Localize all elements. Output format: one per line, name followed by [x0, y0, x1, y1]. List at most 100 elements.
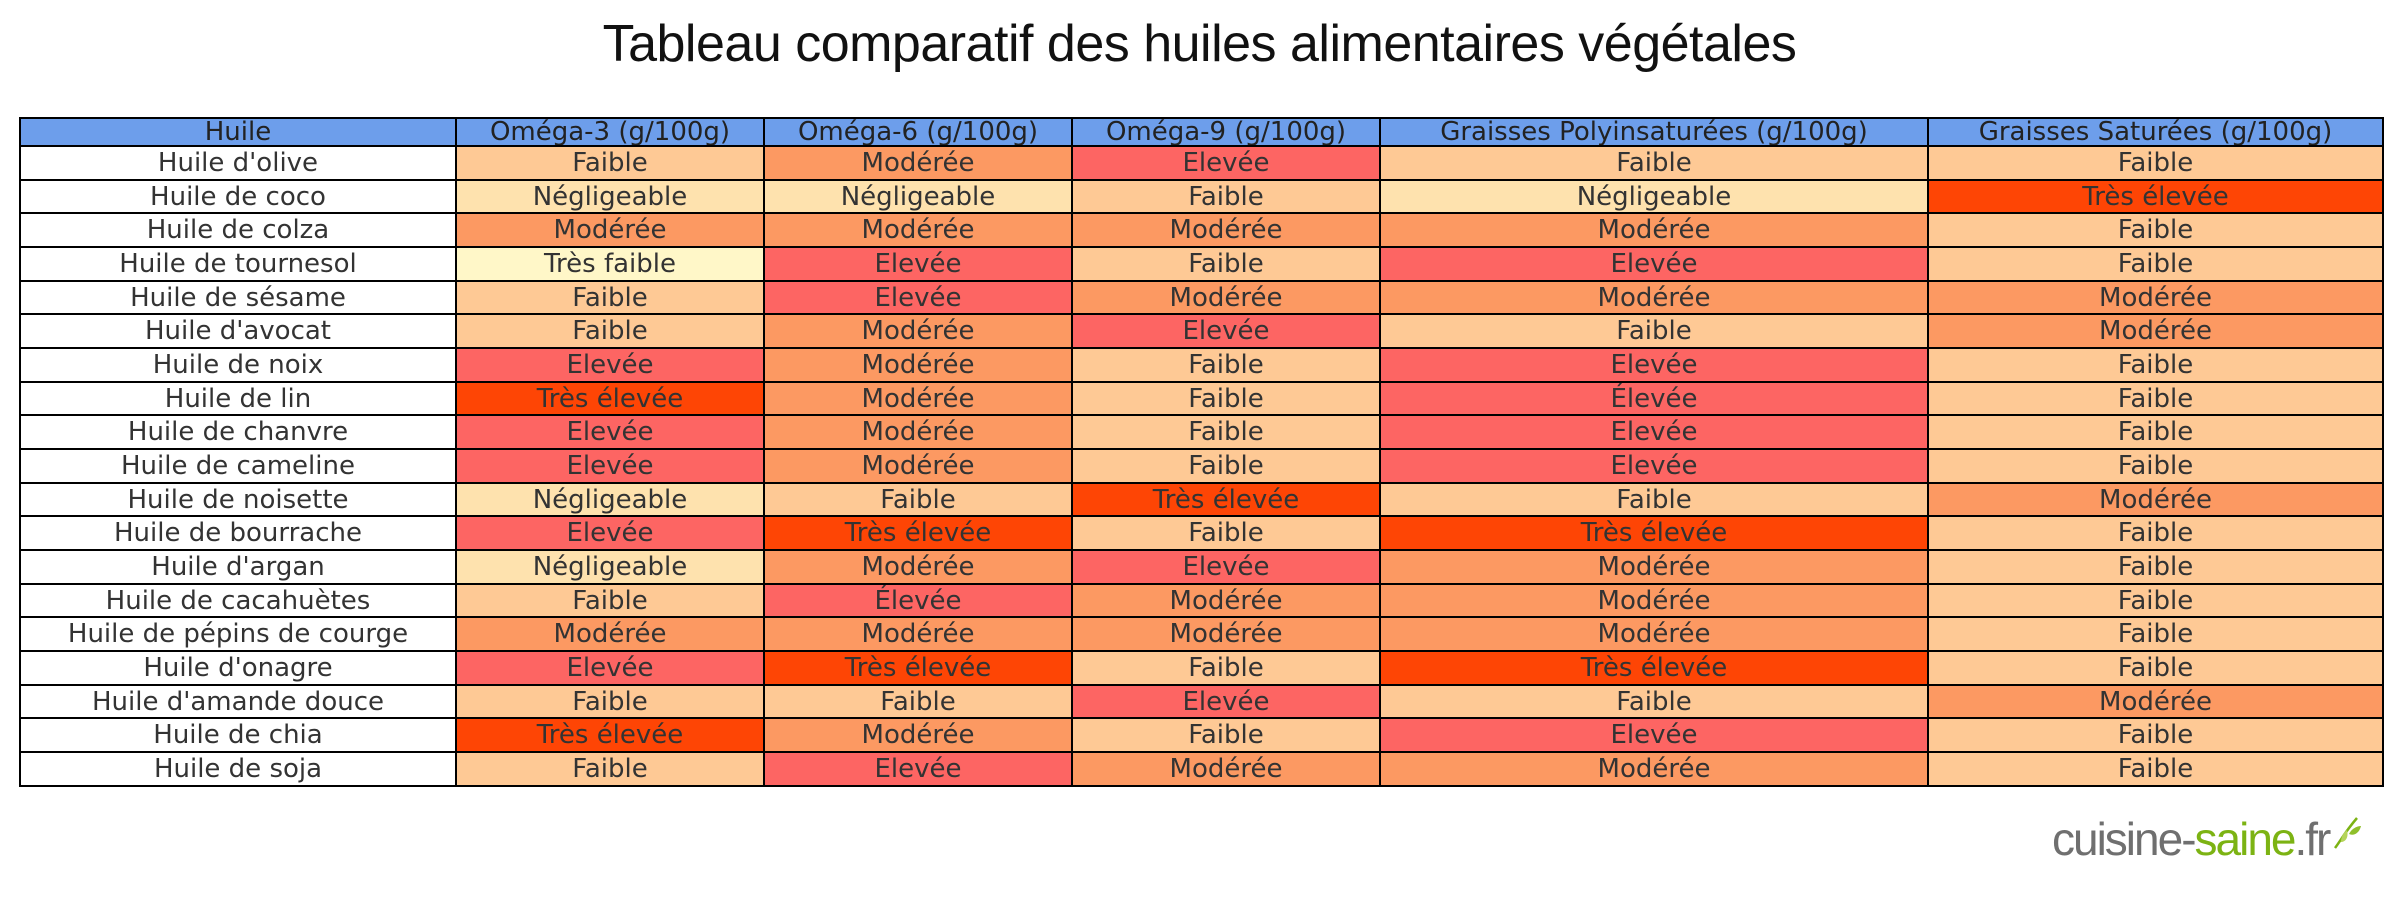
level-cell-omega-9: Modérée [1071, 279, 1381, 316]
table-row: Huile de sésame Faible Elevée Modérée Modéré… [19, 279, 2384, 316]
level-cell-polyunsaturated: Faible [1379, 313, 1929, 350]
oil-name-cell: Huile de bourrache [19, 515, 457, 552]
table-row: Huile de cameline Elevée Modérée Faible Elev… [19, 448, 2384, 484]
oil-name-cell: Huile d'argan [19, 549, 457, 585]
oil-name-cell: Huile d'amande douce [19, 683, 457, 720]
level-cell-polyunsaturated: Modérée [1379, 582, 1929, 619]
oil-name-cell: Huile de colza [19, 212, 457, 249]
level-cell-polyunsaturated: Elevée [1379, 414, 1929, 451]
table-row: Huile de cacahuètes Faible Élevée Modérée Mo… [19, 582, 2384, 619]
level-cell-omega-6: Modérée [763, 347, 1073, 383]
level-cell-omega-9: Faible [1071, 650, 1381, 686]
level-cell-omega-6: Modérée [763, 414, 1073, 451]
level-cell-omega-9: Faible [1071, 347, 1381, 383]
table-row: Huile de bourrache Elevée Très élevée Faibl… [19, 515, 2384, 552]
oil-name-cell: Huile de cacahuètes [19, 582, 457, 619]
level-cell-omega-6: Négligeable [763, 178, 1073, 215]
level-cell-omega-3: Très élevée [455, 380, 765, 417]
level-cell-omega-6: Elevée [763, 279, 1073, 316]
level-cell-saturated: Faible [1927, 582, 2384, 619]
level-cell-saturated: Faible [1927, 145, 2384, 181]
level-cell-polyunsaturated: Faible [1379, 683, 1929, 720]
level-cell-omega-6: Modérée [763, 549, 1073, 585]
level-cell-polyunsaturated: Elevée [1379, 246, 1929, 282]
level-cell-polyunsaturated: Très élevée [1379, 650, 1929, 686]
column-header-omega-6: Oméga-6 (g/100g) [763, 117, 1073, 147]
oil-name-cell: Huile de coco [19, 178, 457, 215]
level-cell-omega-3: Elevée [455, 347, 765, 383]
level-cell-omega-6: Modérée [763, 380, 1073, 417]
level-cell-saturated: Faible [1927, 380, 2384, 417]
logo-text-cuisine: cuisine- [2052, 813, 2197, 865]
oil-name-cell: Huile de lin [19, 380, 457, 417]
level-cell-omega-9: Elevée [1071, 549, 1381, 585]
level-cell-polyunsaturated: Modérée [1379, 549, 1929, 585]
level-cell-omega-6: Très élevée [763, 515, 1073, 552]
oil-name-cell: Huile d'avocat [19, 313, 457, 350]
level-cell-saturated: Faible [1927, 347, 2384, 383]
table-row: Huile de chia Très élevée Modérée Faible Ele… [19, 717, 2384, 754]
column-header-omega-9: Oméga-9 (g/100g) [1071, 117, 1381, 147]
level-cell-omega-3: Modérée [455, 616, 765, 653]
table-row: Huile de chanvre Elevée Modérée Faible Elevé… [19, 414, 2384, 451]
level-cell-omega-9: Faible [1071, 515, 1381, 552]
level-cell-omega-3: Faible [455, 279, 765, 316]
table-row: Huile d'amande douce Faible Faible Elevée Fa… [19, 683, 2384, 720]
chart-title: Tableau comparatif des huiles alimentair… [602, 15, 1797, 73]
oil-name-cell: Huile de sésame [19, 279, 457, 316]
level-cell-omega-3: Négligeable [455, 549, 765, 585]
level-cell-saturated: Faible [1927, 212, 2384, 249]
level-cell-omega-9: Faible [1071, 717, 1381, 754]
level-cell-saturated: Faible [1927, 751, 2384, 787]
level-cell-omega-6: Elevée [763, 246, 1073, 282]
level-cell-omega-9: Modérée [1071, 582, 1381, 619]
logo-text-fr: .fr [2294, 813, 2331, 865]
level-cell-omega-6: Modérée [763, 145, 1073, 181]
level-cell-omega-3: Elevée [455, 515, 765, 552]
level-cell-omega-6: Faible [763, 481, 1073, 518]
level-cell-saturated: Faible [1927, 616, 2384, 653]
table-row: Huile d'olive Faible Modérée Elevée Faible Fa… [19, 145, 2384, 181]
oil-name-cell: Huile de chia [19, 717, 457, 754]
table-row: Huile de coco Négligeable Négligeable Faibl… [19, 178, 2384, 215]
level-cell-omega-6: Elevée [763, 751, 1073, 787]
level-cell-omega-3: Très faible [455, 246, 765, 282]
level-cell-omega-3: Elevée [455, 414, 765, 451]
oil-name-cell: Huile d'onagre [19, 650, 457, 686]
cuisine-saine-logo: cuisine-saine.fr [2052, 812, 2363, 868]
level-cell-omega-3: Négligeable [455, 178, 765, 215]
level-cell-polyunsaturated: Faible [1379, 145, 1929, 181]
level-cell-polyunsaturated: Très élevée [1379, 515, 1929, 552]
level-cell-omega-3: Très élevée [455, 717, 765, 754]
oil-name-cell: Huile de tournesol [19, 246, 457, 282]
table-row: Huile de noix Elevée Modérée Faible Elevée Fa… [19, 347, 2384, 383]
level-cell-omega-9: Elevée [1071, 683, 1381, 720]
level-cell-omega-9: Très élevée [1071, 481, 1381, 518]
level-cell-omega-9: Elevée [1071, 313, 1381, 350]
level-cell-polyunsaturated: Elevée [1379, 717, 1929, 754]
level-cell-omega-9: Modérée [1071, 751, 1381, 787]
level-cell-saturated: Faible [1927, 549, 2384, 585]
level-cell-polyunsaturated: Modérée [1379, 212, 1929, 249]
column-header-saturated: Graisses Saturées (g/100g) [1927, 117, 2384, 147]
table-row: Huile d'onagre Elevée Très élevée Faible Trè… [19, 650, 2384, 686]
oil-name-cell: Huile de cameline [19, 448, 457, 484]
table-row: Huile d'avocat Faible Modérée Elevée Faible M… [19, 313, 2384, 350]
oil-name-cell: Huile de noisette [19, 481, 457, 518]
level-cell-omega-6: Modérée [763, 717, 1073, 754]
level-cell-omega-9: Modérée [1071, 616, 1381, 653]
level-cell-omega-3: Faible [455, 313, 765, 350]
column-header-omega-3: Oméga-3 (g/100g) [455, 117, 765, 147]
level-cell-omega-3: Faible [455, 145, 765, 181]
level-cell-omega-3: Négligeable [455, 481, 765, 518]
level-cell-omega-6: Faible [763, 683, 1073, 720]
level-cell-saturated: Modérée [1927, 279, 2384, 316]
level-cell-saturated: Modérée [1927, 481, 2384, 518]
column-header-huile: Huile [19, 117, 457, 147]
level-cell-saturated: Modérée [1927, 313, 2384, 350]
oil-name-cell: Huile de chanvre [19, 414, 457, 451]
table-row: Huile de noisette Négligeable Faible Très é… [19, 481, 2384, 518]
level-cell-polyunsaturated: Modérée [1379, 751, 1929, 787]
level-cell-polyunsaturated: Elevée [1379, 448, 1929, 484]
level-cell-polyunsaturated: Elevée [1379, 347, 1929, 383]
